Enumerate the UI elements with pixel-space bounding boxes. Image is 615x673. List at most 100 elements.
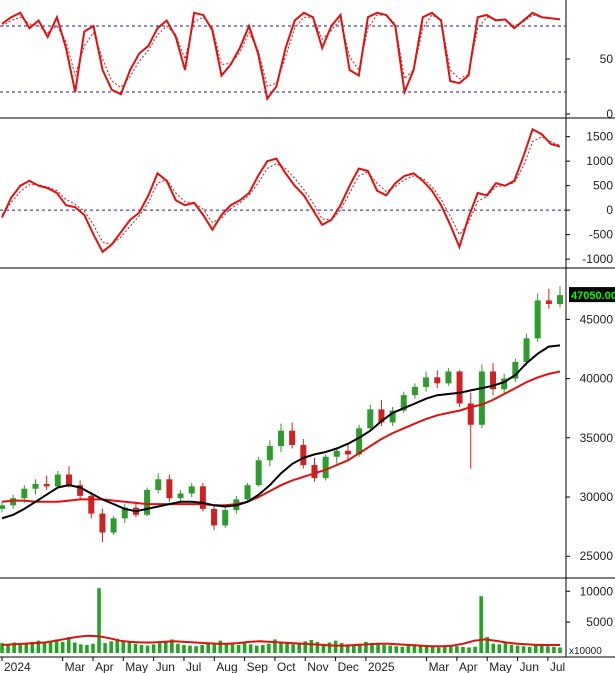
price-candle-body <box>367 409 374 429</box>
price-candle-body <box>311 465 318 479</box>
volume-bar <box>218 640 223 653</box>
volume-bar <box>297 642 301 653</box>
price-candle-body <box>356 428 363 455</box>
volume-bar <box>42 643 47 653</box>
price-candle-body <box>54 474 61 487</box>
volume-bar <box>115 638 120 653</box>
volume-bar <box>424 646 429 653</box>
volume-bar <box>261 644 265 653</box>
price-candle-body <box>523 338 530 363</box>
price-ma-black-line <box>1 344 561 520</box>
volume-bar <box>254 645 259 653</box>
price-candle-body <box>0 505 5 509</box>
volume-bar <box>236 644 241 653</box>
x-axis-tick-label: Oct <box>277 660 296 673</box>
volume-unit-label: x10000 <box>569 646 602 657</box>
volume-bar <box>376 644 380 653</box>
price-candle-body <box>400 395 407 411</box>
price-candle-body <box>110 518 117 533</box>
macd-axis-tick-label: -500 <box>589 228 613 242</box>
x-axis-tick-label: Nov <box>307 660 328 673</box>
volume-bar <box>358 643 362 653</box>
volume-bar <box>163 641 168 653</box>
x-axis-tick-label: 2025 <box>368 660 395 673</box>
price-candle-body <box>255 460 262 486</box>
price-candle-body <box>512 362 519 379</box>
price-candle-body <box>478 371 485 425</box>
price-axis-tick-label: 25000 <box>580 549 614 563</box>
volume-bar <box>79 644 83 653</box>
x-axis-tick-label: Mar <box>65 660 86 673</box>
macd-main-line <box>1 127 561 254</box>
volume-bar <box>194 646 198 653</box>
volume-bar <box>224 643 229 653</box>
volume-bar <box>406 645 411 653</box>
volume-bar <box>485 636 490 653</box>
price-candle-body <box>490 371 497 390</box>
price-candle-body <box>434 377 441 384</box>
x-axis-tick-label: Sep <box>247 660 269 673</box>
last-price-label: 47050.00 <box>571 290 615 302</box>
price-candle-body <box>545 300 552 304</box>
volume-bar <box>72 642 77 653</box>
volume-bar <box>515 645 520 653</box>
volume-bar <box>145 645 150 653</box>
volume-bar <box>546 646 550 653</box>
price-candle-body <box>188 486 195 494</box>
x-axis-tick-label: Aug <box>216 660 237 673</box>
price-candle-body <box>389 410 396 423</box>
price-candle-body <box>144 489 151 515</box>
volume-axis-tick-label: 10000 <box>580 584 614 598</box>
price-candle-body <box>199 486 206 509</box>
volume-bar <box>127 642 132 653</box>
volume-bar <box>351 644 356 653</box>
volume-bar <box>412 644 417 653</box>
volume-bar <box>388 645 392 653</box>
volume-bar <box>36 640 41 653</box>
volume-bar <box>321 643 326 653</box>
x-axis-tick-label: May <box>489 660 512 673</box>
price-candle-body <box>322 456 329 479</box>
volume-bar <box>242 643 247 653</box>
volume-bar <box>109 641 113 653</box>
x-axis-tick-label: Apr <box>95 660 114 673</box>
volume-bar <box>91 643 95 653</box>
volume-bar <box>418 644 423 653</box>
volume-bar <box>291 644 295 653</box>
volume-bar <box>327 642 332 653</box>
volume-bar <box>436 647 441 653</box>
x-axis-tick-label: May <box>125 660 148 673</box>
volume-bar <box>267 643 271 653</box>
x-axis-tick-label: Jun <box>520 660 539 673</box>
volume-bar <box>212 643 217 653</box>
price-candle-body <box>77 485 84 496</box>
volume-bar <box>285 643 289 653</box>
price-axis-tick-label: 40000 <box>580 372 614 386</box>
oscillator-main-line <box>1 11 561 101</box>
macd-axis-tick-label: 500 <box>593 179 613 193</box>
volume-bar <box>30 641 35 653</box>
volume-bar <box>206 642 211 653</box>
price-candle-body <box>99 513 106 533</box>
volume-bar <box>479 596 483 653</box>
price-candle-body <box>278 430 284 447</box>
price-candle-body <box>155 479 162 490</box>
volume-ma-line <box>1 634 560 648</box>
price-candle-body <box>456 371 463 404</box>
volume-bar <box>491 643 496 653</box>
volume-bar <box>345 644 350 653</box>
oscillator-axis-tick-label: 0 <box>606 107 613 121</box>
volume-bar <box>461 646 465 653</box>
macd-signal-line <box>1 136 561 245</box>
volume-bar <box>157 643 162 653</box>
volume-bar <box>6 644 10 653</box>
volume-bar <box>527 646 532 653</box>
macd-axis-tick-label: -1000 <box>582 252 613 266</box>
price-candle-body <box>88 495 95 514</box>
x-axis-tick-label: Jul <box>186 660 201 673</box>
volume-bar <box>121 640 126 653</box>
price-candle-body <box>10 498 17 506</box>
price-candle-body <box>333 450 340 457</box>
volume-bar <box>370 643 374 653</box>
